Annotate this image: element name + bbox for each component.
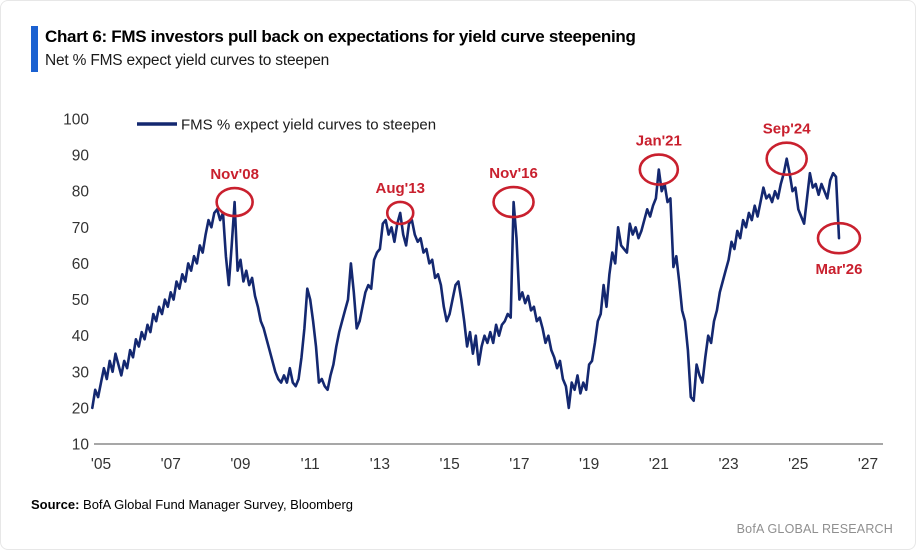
annotation-label: Jan'21 [636, 133, 682, 150]
x-axis-tick-label: '25 [788, 456, 808, 473]
annotation-circle [816, 221, 862, 255]
annotation-circle [385, 200, 415, 226]
x-axis-tick-label: '17 [509, 456, 529, 473]
y-axis-tick-label: 10 [72, 437, 90, 454]
x-axis-tick-label: '09 [230, 456, 250, 473]
annotation-label: Aug'13 [376, 180, 425, 197]
x-axis-tick-label: '13 [370, 456, 390, 473]
annotation-circle [492, 185, 535, 219]
annotation-label: Sep'24 [763, 121, 811, 138]
y-axis-tick-label: 30 [72, 364, 90, 381]
y-axis-tick-label: 20 [72, 400, 90, 417]
series-line [91, 157, 841, 410]
brand-mark: BofA GLOBAL RESEARCH [736, 522, 893, 536]
title-accent-bar [31, 26, 38, 72]
y-axis-tick-label: 50 [72, 292, 90, 309]
source-text: BofA Global Fund Manager Survey, Bloombe… [79, 497, 354, 512]
y-axis-tick-label: 80 [72, 184, 90, 201]
x-axis-tick-label: '11 [301, 456, 320, 473]
chart-header: Chart 6: FMS investors pull back on expe… [31, 26, 636, 72]
annotation-label: Mar'26 [815, 261, 862, 278]
y-axis-tick-label: 100 [63, 112, 89, 129]
annotation-label: Nov'08 [210, 166, 259, 183]
y-axis-tick-label: 40 [72, 328, 90, 345]
y-axis-tick-label: 70 [72, 220, 90, 237]
annotation-circle [638, 153, 680, 186]
legend-label: FMS % expect yield curves to steepen [181, 117, 436, 134]
x-axis-tick-label: '27 [858, 456, 878, 473]
y-axis-tick-label: 60 [72, 256, 90, 273]
x-axis-tick-label: '07 [161, 456, 181, 473]
annotation-label: Nov'16 [489, 165, 538, 182]
source-label: Source: [31, 497, 80, 512]
x-axis-tick-label: '19 [579, 456, 599, 473]
x-axis-tick-label: '23 [718, 456, 738, 473]
source-note: Source: BofA Global Fund Manager Survey,… [31, 497, 353, 512]
title-block: Chart 6: FMS investors pull back on expe… [45, 26, 636, 72]
y-axis-tick-label: 90 [72, 148, 90, 165]
x-axis-tick-label: '21 [649, 456, 669, 473]
annotation-circle [765, 141, 808, 177]
x-axis-tick-label: '05 [91, 456, 111, 473]
chart-title: Chart 6: FMS investors pull back on expe… [45, 27, 636, 46]
x-axis-tick-label: '15 [440, 456, 460, 473]
chart-subtitle: Net % FMS expect yield curves to steepen [45, 51, 330, 69]
annotation-circle [215, 186, 254, 218]
